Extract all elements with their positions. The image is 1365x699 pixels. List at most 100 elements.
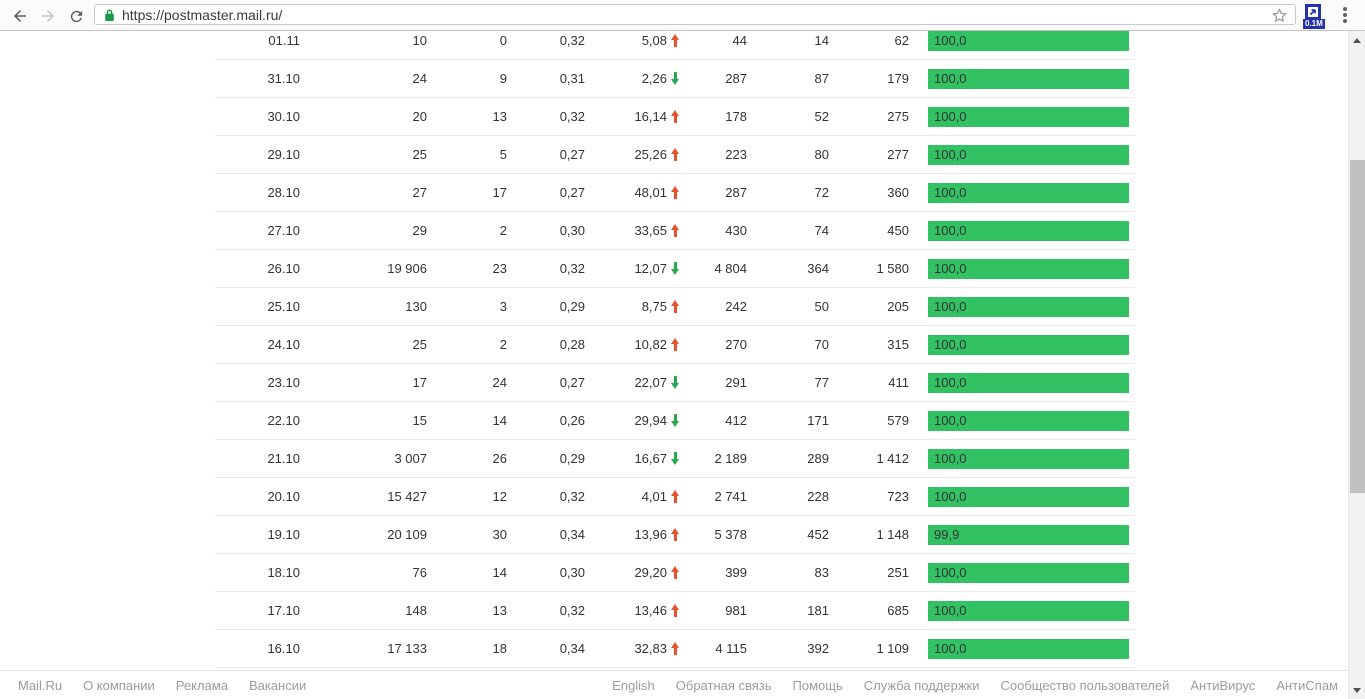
delivery-progress-label: 100,0 [934, 223, 967, 238]
footer-left-links: Mail.Ru О компании Реклама Вакансии [18, 678, 327, 693]
value-cell-4: 2 741 [714, 489, 747, 504]
sent-cell: 3 007 [394, 451, 427, 466]
sent-cell: 148 [405, 603, 427, 618]
value-cell-6: 62 [894, 33, 909, 48]
stats-table: 01.11 10 0 0,32 5,08 44 14 62 100,0 31.1… [215, 31, 1135, 668]
sent-cell: 17 133 [387, 641, 427, 656]
percent-value: 10,82 [634, 337, 667, 352]
footer-link[interactable]: Служба поддержки [863, 677, 980, 693]
footer-link[interactable]: English [612, 677, 655, 693]
bookmark-star-icon[interactable] [1271, 7, 1288, 29]
delivery-progress-label: 100,0 [934, 185, 967, 200]
back-button[interactable] [8, 4, 32, 28]
value-cell-5: 83 [814, 565, 829, 580]
percent-value: 33,65 [634, 223, 667, 238]
table-row: 18.10 76 14 0,30 29,20 399 83 251 100,0 [215, 554, 1135, 592]
percent-cell: 13,96 [585, 527, 680, 542]
scrollbar-down-icon[interactable] [1353, 688, 1361, 693]
date-cell: 25.10 [267, 299, 300, 314]
sent-cell: 15 [412, 413, 427, 428]
footer-link[interactable]: Обратная связь [675, 677, 772, 693]
value-cell-4: 981 [725, 603, 747, 618]
table-row: 31.10 24 9 0,31 2,26 287 87 179 100,0 [215, 60, 1135, 98]
value-cell-6: 277 [887, 147, 909, 162]
delivery-progress-bar: 100,0 [928, 448, 1129, 469]
value-cell-3: 0,32 [559, 33, 585, 48]
delivery-bar-cell: 100,0 [909, 334, 1135, 355]
value-cell-3: 0,26 [559, 413, 585, 428]
url-text[interactable]: https://postmaster.mail.ru/ [122, 6, 283, 23]
value-cell-5: 181 [807, 603, 829, 618]
trend-up-icon [671, 186, 680, 199]
percent-value: 13,96 [634, 527, 667, 542]
footer-link[interactable]: Mail.Ru [18, 677, 63, 693]
trend-up-icon [671, 490, 680, 503]
trend-up-icon [671, 528, 680, 541]
footer-link[interactable]: Вакансии [248, 677, 307, 693]
value-cell-6: 251 [887, 565, 909, 580]
footer-link[interactable]: Сообщество пользователей [1000, 677, 1170, 693]
value-cell-4: 5 378 [714, 527, 747, 542]
footer-link[interactable]: О компании [83, 677, 155, 693]
percent-value: 13,46 [634, 603, 667, 618]
date-cell: 16.10 [267, 641, 300, 656]
footer-link[interactable]: АнтиСпам [1276, 677, 1338, 693]
date-cell: 01.11 [268, 33, 300, 48]
value-cell-6: 360 [887, 185, 909, 200]
percent-cell: 22,07 [585, 375, 680, 390]
address-bar[interactable]: https://postmaster.mail.ru/ [94, 4, 1296, 25]
table-row: 29.10 25 5 0,27 25,26 223 80 277 100,0 [215, 136, 1135, 174]
value-cell-3: 0,32 [559, 603, 585, 618]
value-cell-4: 223 [725, 147, 747, 162]
footer: Mail.Ru О компании Реклама Вакансии English… [0, 670, 1348, 699]
date-cell: 20.10 [267, 489, 300, 504]
delivery-bar-cell: 100,0 [909, 410, 1135, 431]
percent-value: 16,67 [634, 451, 667, 466]
vertical-scrollbar[interactable] [1348, 31, 1365, 699]
footer-link[interactable]: АнтиВирус [1190, 677, 1256, 693]
sent-cell: 20 109 [387, 527, 427, 542]
percent-cell: 12,07 [585, 261, 680, 276]
delivery-progress-bar: 100,0 [928, 68, 1129, 89]
value-cell-2: 17 [492, 185, 507, 200]
value-cell-2: 30 [492, 527, 507, 542]
trend-up-icon [671, 566, 680, 579]
percent-cell: 25,26 [585, 147, 680, 162]
delivery-bar-cell: 100,0 [909, 31, 1135, 51]
value-cell-5: 74 [814, 223, 829, 238]
extension-icon[interactable]: 0.1M [1303, 4, 1325, 29]
date-cell: 26.10 [267, 261, 300, 276]
trend-up-icon [671, 338, 680, 351]
table-row: 28.10 27 17 0,27 48,01 287 72 360 100,0 [215, 174, 1135, 212]
sent-cell: 29 [412, 223, 427, 238]
sent-cell: 25 [412, 147, 427, 162]
value-cell-3: 0,30 [559, 565, 585, 580]
table-row: 23.10 17 24 0,27 22,07 291 77 411 100,0 [215, 364, 1135, 402]
value-cell-5: 52 [814, 109, 829, 124]
extension-arrow-icon [1305, 4, 1321, 20]
delivery-progress-bar: 100,0 [928, 334, 1129, 355]
table-row: 19.10 20 109 30 0,34 13,96 5 378 452 1 1… [215, 516, 1135, 554]
footer-link[interactable]: Реклама [175, 677, 228, 693]
sent-cell: 24 [412, 71, 427, 86]
https-lock-icon [104, 8, 115, 22]
delivery-progress-bar: 100,0 [928, 144, 1129, 165]
scrollbar-up-icon[interactable] [1353, 38, 1361, 43]
trend-down-icon [671, 262, 680, 275]
delivery-progress-label: 100,0 [934, 451, 967, 466]
percent-value: 2,26 [641, 71, 667, 86]
percent-value: 5,08 [641, 33, 667, 48]
scrollbar-thumb[interactable] [1350, 160, 1365, 493]
forward-button[interactable] [36, 4, 60, 28]
percent-value: 4,01 [641, 489, 667, 504]
delivery-progress-bar: 100,0 [928, 600, 1129, 621]
value-cell-6: 579 [887, 413, 909, 428]
value-cell-4: 4 804 [714, 261, 747, 276]
trend-down-icon [671, 452, 680, 465]
reload-button[interactable] [64, 4, 88, 28]
delivery-bar-cell: 100,0 [909, 220, 1135, 241]
menu-icon[interactable] [1343, 7, 1347, 25]
footer-link[interactable]: Помощь [792, 677, 843, 693]
sent-cell: 27 [412, 185, 427, 200]
delivery-bar-cell: 100,0 [909, 106, 1135, 127]
